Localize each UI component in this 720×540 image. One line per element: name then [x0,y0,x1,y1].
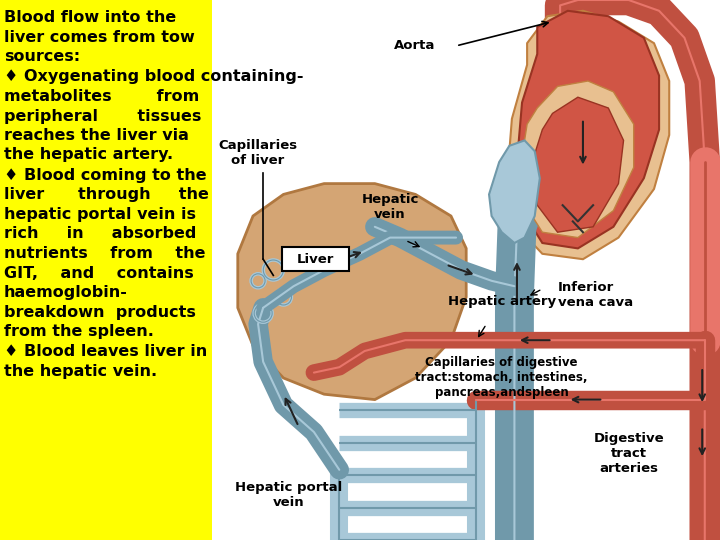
Text: Capillaries of digestive
tract:stomach, intestines,
pancreas,andspleen: Capillaries of digestive tract:stomach, … [415,356,588,400]
Polygon shape [489,140,540,243]
Text: from the spleen.: from the spleen. [4,324,154,339]
Text: GIT,    and    contains: GIT, and contains [4,266,194,280]
Text: liver comes from tow: liver comes from tow [4,30,194,44]
Polygon shape [522,81,634,238]
Text: Aorta: Aorta [395,39,436,52]
Text: the hepatic artery.: the hepatic artery. [4,147,173,163]
Polygon shape [507,11,670,259]
Text: haemoglobin-: haemoglobin- [4,285,128,300]
Text: the hepatic vein.: the hepatic vein. [4,364,157,379]
Text: Inferior
vena cava: Inferior vena cava [557,281,633,309]
Text: rich     in     absorbed: rich in absorbed [4,226,197,241]
Text: Hepatic portal
vein: Hepatic portal vein [235,481,342,509]
Text: Digestive
tract
arteries: Digestive tract arteries [593,432,664,475]
Polygon shape [532,97,624,232]
Text: hepatic portal vein is: hepatic portal vein is [4,207,196,222]
Text: Blood flow into the: Blood flow into the [4,10,176,25]
Text: peripheral       tissues: peripheral tissues [4,109,202,124]
Text: Capillaries
of liver: Capillaries of liver [219,139,297,167]
Bar [0,0,212,540]
Text: metabolites        from: metabolites from [4,89,199,104]
Text: ♦ Blood leaves liver in: ♦ Blood leaves liver in [4,345,207,360]
Polygon shape [238,184,467,400]
Polygon shape [517,11,659,248]
Text: Hepatic artery: Hepatic artery [448,295,556,308]
Text: Liver: Liver [297,253,334,266]
Text: reaches the liver via: reaches the liver via [4,128,189,143]
Text: breakdown  products: breakdown products [4,305,196,320]
FancyBboxPatch shape [282,247,349,272]
Text: sources:: sources: [4,49,80,64]
Text: Hepatic
vein: Hepatic vein [361,193,419,221]
Text: ♦ Blood coming to the: ♦ Blood coming to the [4,168,207,183]
Text: nutrients    from    the: nutrients from the [4,246,205,261]
Text: liver      through     the: liver through the [4,187,209,202]
Text: ♦ Oxygenating blood containing-: ♦ Oxygenating blood containing- [4,70,304,84]
Bar [212,0,720,540]
